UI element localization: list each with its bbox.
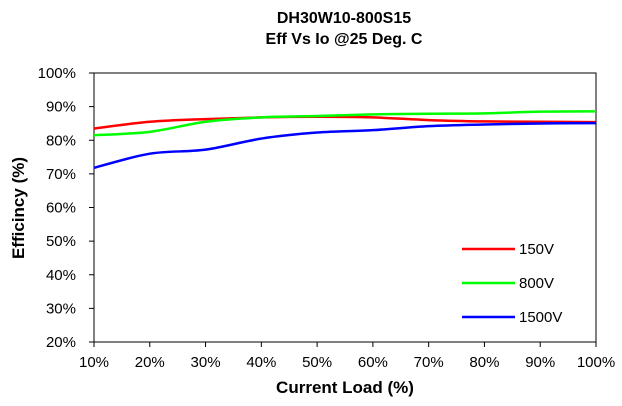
y-tick-label: 40% [46,267,76,284]
x-tick-label: 80% [469,354,499,371]
chart-subtitle: Eff Vs Io @25 Deg. C [266,31,423,48]
legend-label-150v: 150V [519,241,554,258]
y-tick-label: 20% [46,334,76,351]
x-tick-label: 20% [135,354,165,371]
plot-area: 20%30%40%50%60%70%80%90%100%10% 20% 30% 40%… [38,65,616,371]
y-tick-label: 70% [46,166,76,183]
x-tick-label: 60% [358,354,388,371]
x-tick-label: 70% [414,354,444,371]
y-tick-label: 80% [46,132,76,149]
x-tick-label: 10% [79,354,109,371]
legend-label-800v: 800V [519,275,554,292]
y-tick-label: 50% [46,233,76,250]
x-tick-label: 90% [525,354,555,371]
y-axis-label: Efficincy (%) [9,157,28,259]
legend-label-1500v: 1500V [519,309,562,326]
x-tick-label: 50% [302,354,332,371]
y-tick-label: 30% [46,300,76,317]
y-tick-label: 60% [46,200,76,217]
y-tick-label: 100% [38,65,76,82]
x-tick-label: 40% [246,354,276,371]
y-tick-label: 90% [46,99,76,116]
chart-title: DH30W10-800S15 [277,10,411,27]
x-axis-label: Current Load (%) [276,378,414,397]
x-tick-label: 100% [577,354,615,371]
x-tick-label: 30% [191,354,221,371]
